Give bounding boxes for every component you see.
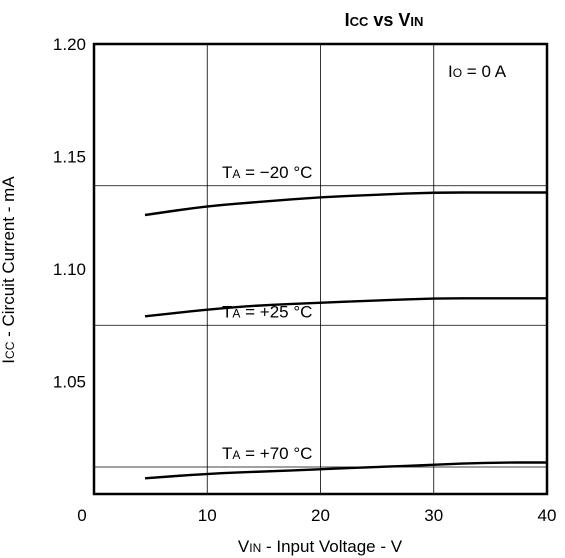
y-axis-label: ICC - Circuit Current - mA: [0, 176, 18, 364]
x-tick-labels: 0 10 20 30 40: [77, 506, 556, 525]
series-label-2: TA = +70 °C: [222, 444, 312, 463]
series-line-0: [144, 191, 547, 217]
x-tick-label: 30: [424, 506, 443, 525]
chart-title: ICC vs VIN: [345, 10, 424, 30]
x-axis-label: VIN - Input Voltage - V: [238, 537, 403, 556]
series-line-2: [144, 461, 547, 480]
series-labels: TA = −20 °C TA = +25 °C TA = +70 °C: [222, 163, 312, 463]
series-line-1: [144, 297, 547, 318]
x-tick-label: 40: [538, 506, 557, 525]
series-label-0: TA = −20 °C: [222, 163, 312, 182]
x-tick-label: 10: [198, 506, 217, 525]
x-tick-label: 20: [311, 506, 330, 525]
grid-lines: [206, 44, 435, 494]
series-group: [144, 191, 547, 480]
x-tick-label: 0: [77, 506, 86, 525]
y-tick-label: 1.10: [53, 260, 86, 279]
y-tick-label: 1.05: [53, 373, 86, 392]
y-tick-label: 1.20: [53, 35, 86, 54]
y-tick-labels: 1.20 1.15 1.10 1.05: [53, 35, 86, 392]
y-tick-label: 1.15: [53, 148, 86, 167]
reference-lines: [94, 185, 547, 468]
series-label-1: TA = +25 °C: [222, 302, 312, 321]
io-annotation: IO = 0 A: [448, 62, 507, 81]
plot-frame: [92, 42, 549, 496]
